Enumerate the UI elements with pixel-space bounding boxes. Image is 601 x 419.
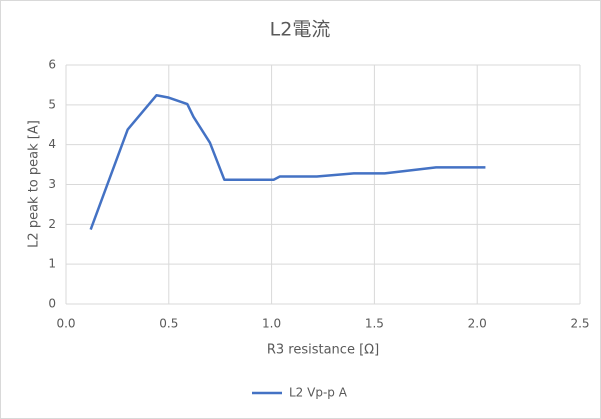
y-tick-label: 4 [48, 137, 56, 151]
y-tick-label: 5 [48, 97, 56, 111]
x-tick-label: 2.0 [468, 317, 487, 331]
y-tick-label: 1 [48, 257, 56, 271]
x-tick-label: 1.0 [262, 317, 281, 331]
y-tick-label: 2 [48, 217, 56, 231]
x-tick-label: 2.5 [570, 317, 589, 331]
x-tick-label: 0.0 [56, 317, 75, 331]
legend-label: L2 Vp-p A [289, 386, 348, 400]
x-tick-label: 0.5 [159, 317, 178, 331]
y-tick-label: 0 [48, 297, 56, 311]
y-tick-label: 3 [48, 177, 56, 191]
data-line [89, 94, 486, 230]
x-tick-label: 1.5 [365, 317, 384, 331]
x-axis-label: R3 resistance [Ω] [267, 343, 379, 358]
y-tick-label: 6 [48, 58, 56, 72]
chart-title: L2電流 [270, 19, 331, 41]
y-axis-label: L2 peak to peak [A] [27, 120, 42, 248]
